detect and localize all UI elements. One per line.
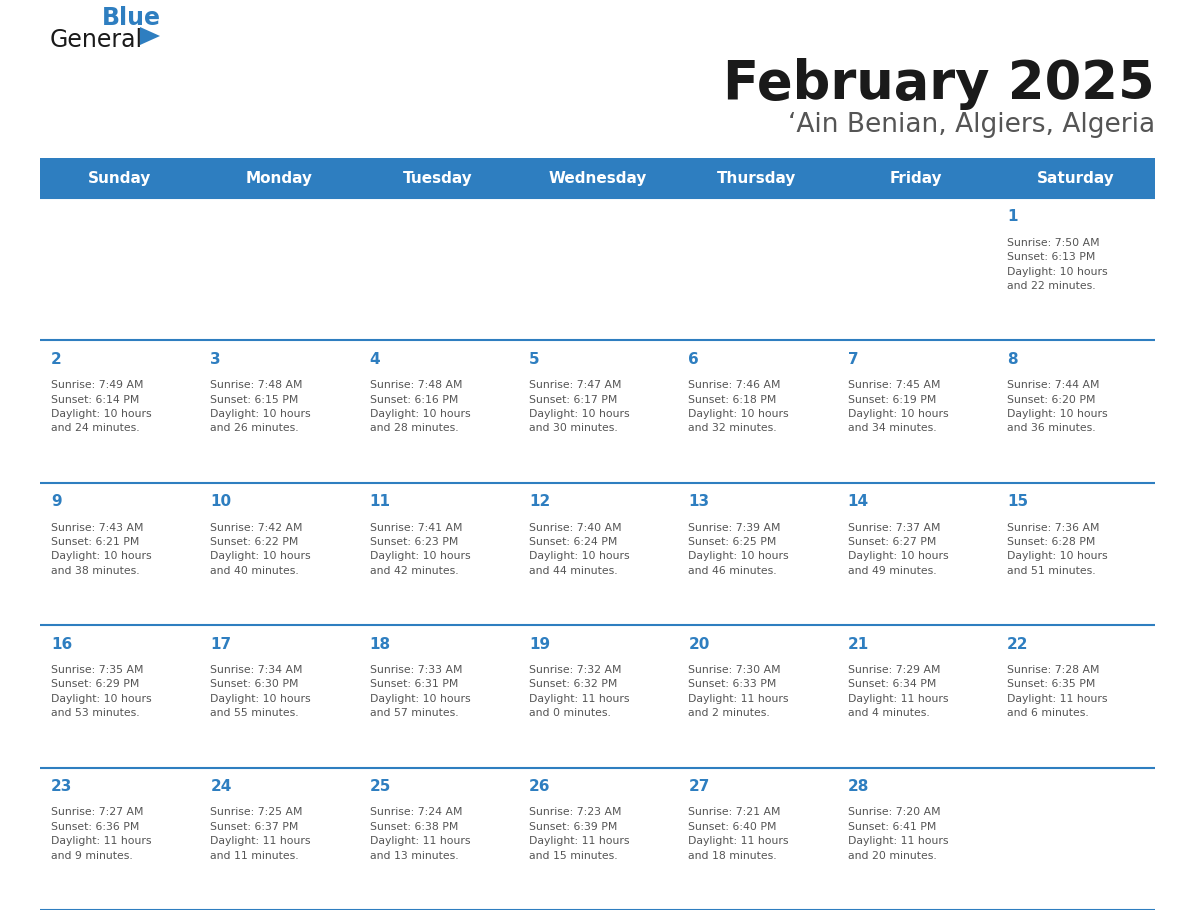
Text: Tuesday: Tuesday xyxy=(404,171,473,185)
Text: 27: 27 xyxy=(688,779,709,794)
Text: 24: 24 xyxy=(210,779,232,794)
Text: Sunrise: 7:41 AM
Sunset: 6:23 PM
Daylight: 10 hours
and 42 minutes.: Sunrise: 7:41 AM Sunset: 6:23 PM Dayligh… xyxy=(369,522,470,576)
Text: Sunrise: 7:48 AM
Sunset: 6:15 PM
Daylight: 10 hours
and 26 minutes.: Sunrise: 7:48 AM Sunset: 6:15 PM Dayligh… xyxy=(210,380,311,433)
Text: 26: 26 xyxy=(529,779,550,794)
Text: Sunrise: 7:36 AM
Sunset: 6:28 PM
Daylight: 10 hours
and 51 minutes.: Sunrise: 7:36 AM Sunset: 6:28 PM Dayligh… xyxy=(1007,522,1107,576)
Text: Thursday: Thursday xyxy=(718,171,796,185)
Text: Sunrise: 7:24 AM
Sunset: 6:38 PM
Daylight: 11 hours
and 13 minutes.: Sunrise: 7:24 AM Sunset: 6:38 PM Dayligh… xyxy=(369,808,470,861)
Text: Sunrise: 7:45 AM
Sunset: 6:19 PM
Daylight: 10 hours
and 34 minutes.: Sunrise: 7:45 AM Sunset: 6:19 PM Dayligh… xyxy=(847,380,948,433)
Text: 2: 2 xyxy=(51,352,62,367)
Text: Sunrise: 7:30 AM
Sunset: 6:33 PM
Daylight: 11 hours
and 2 minutes.: Sunrise: 7:30 AM Sunset: 6:33 PM Dayligh… xyxy=(688,665,789,718)
Text: Sunrise: 7:28 AM
Sunset: 6:35 PM
Daylight: 11 hours
and 6 minutes.: Sunrise: 7:28 AM Sunset: 6:35 PM Dayligh… xyxy=(1007,665,1107,718)
Text: 4: 4 xyxy=(369,352,380,367)
Text: Sunrise: 7:23 AM
Sunset: 6:39 PM
Daylight: 11 hours
and 15 minutes.: Sunrise: 7:23 AM Sunset: 6:39 PM Dayligh… xyxy=(529,808,630,861)
Text: 19: 19 xyxy=(529,636,550,652)
Text: 18: 18 xyxy=(369,636,391,652)
Text: Sunrise: 7:27 AM
Sunset: 6:36 PM
Daylight: 11 hours
and 9 minutes.: Sunrise: 7:27 AM Sunset: 6:36 PM Dayligh… xyxy=(51,808,152,861)
Text: 28: 28 xyxy=(847,779,868,794)
Text: Blue: Blue xyxy=(102,6,162,30)
Text: Wednesday: Wednesday xyxy=(549,171,646,185)
Text: 16: 16 xyxy=(51,636,72,652)
Text: 13: 13 xyxy=(688,494,709,509)
Text: 17: 17 xyxy=(210,636,232,652)
Text: 1: 1 xyxy=(1007,209,1017,224)
Text: 3: 3 xyxy=(210,352,221,367)
Text: 14: 14 xyxy=(847,494,868,509)
Text: Sunrise: 7:35 AM
Sunset: 6:29 PM
Daylight: 10 hours
and 53 minutes.: Sunrise: 7:35 AM Sunset: 6:29 PM Dayligh… xyxy=(51,665,152,718)
Text: Sunrise: 7:49 AM
Sunset: 6:14 PM
Daylight: 10 hours
and 24 minutes.: Sunrise: 7:49 AM Sunset: 6:14 PM Dayligh… xyxy=(51,380,152,433)
Text: 8: 8 xyxy=(1007,352,1017,367)
Text: Monday: Monday xyxy=(246,171,312,185)
Text: 5: 5 xyxy=(529,352,539,367)
Text: Sunrise: 7:47 AM
Sunset: 6:17 PM
Daylight: 10 hours
and 30 minutes.: Sunrise: 7:47 AM Sunset: 6:17 PM Dayligh… xyxy=(529,380,630,433)
Text: Sunrise: 7:46 AM
Sunset: 6:18 PM
Daylight: 10 hours
and 32 minutes.: Sunrise: 7:46 AM Sunset: 6:18 PM Dayligh… xyxy=(688,380,789,433)
Text: Sunrise: 7:44 AM
Sunset: 6:20 PM
Daylight: 10 hours
and 36 minutes.: Sunrise: 7:44 AM Sunset: 6:20 PM Dayligh… xyxy=(1007,380,1107,433)
Text: 22: 22 xyxy=(1007,636,1029,652)
Text: Sunrise: 7:20 AM
Sunset: 6:41 PM
Daylight: 11 hours
and 20 minutes.: Sunrise: 7:20 AM Sunset: 6:41 PM Dayligh… xyxy=(847,808,948,861)
Text: Sunrise: 7:21 AM
Sunset: 6:40 PM
Daylight: 11 hours
and 18 minutes.: Sunrise: 7:21 AM Sunset: 6:40 PM Dayligh… xyxy=(688,808,789,861)
Text: 12: 12 xyxy=(529,494,550,509)
Text: 9: 9 xyxy=(51,494,62,509)
Text: Sunrise: 7:48 AM
Sunset: 6:16 PM
Daylight: 10 hours
and 28 minutes.: Sunrise: 7:48 AM Sunset: 6:16 PM Dayligh… xyxy=(369,380,470,433)
Text: ‘Ain Benian, Algiers, Algeria: ‘Ain Benian, Algiers, Algeria xyxy=(788,112,1155,138)
Text: 6: 6 xyxy=(688,352,699,367)
Text: Sunrise: 7:39 AM
Sunset: 6:25 PM
Daylight: 10 hours
and 46 minutes.: Sunrise: 7:39 AM Sunset: 6:25 PM Dayligh… xyxy=(688,522,789,576)
Text: Sunrise: 7:32 AM
Sunset: 6:32 PM
Daylight: 11 hours
and 0 minutes.: Sunrise: 7:32 AM Sunset: 6:32 PM Dayligh… xyxy=(529,665,630,718)
Text: Saturday: Saturday xyxy=(1036,171,1114,185)
Text: 20: 20 xyxy=(688,636,709,652)
Text: Sunrise: 7:37 AM
Sunset: 6:27 PM
Daylight: 10 hours
and 49 minutes.: Sunrise: 7:37 AM Sunset: 6:27 PM Dayligh… xyxy=(847,522,948,576)
Text: 10: 10 xyxy=(210,494,232,509)
Text: Friday: Friday xyxy=(890,171,942,185)
Text: Sunday: Sunday xyxy=(88,171,151,185)
Text: Sunrise: 7:50 AM
Sunset: 6:13 PM
Daylight: 10 hours
and 22 minutes.: Sunrise: 7:50 AM Sunset: 6:13 PM Dayligh… xyxy=(1007,238,1107,291)
Text: Sunrise: 7:34 AM
Sunset: 6:30 PM
Daylight: 10 hours
and 55 minutes.: Sunrise: 7:34 AM Sunset: 6:30 PM Dayligh… xyxy=(210,665,311,718)
Text: 25: 25 xyxy=(369,779,391,794)
Text: 23: 23 xyxy=(51,779,72,794)
Polygon shape xyxy=(140,27,160,45)
Text: February 2025: February 2025 xyxy=(723,58,1155,110)
Text: Sunrise: 7:25 AM
Sunset: 6:37 PM
Daylight: 11 hours
and 11 minutes.: Sunrise: 7:25 AM Sunset: 6:37 PM Dayligh… xyxy=(210,808,311,861)
Text: Sunrise: 7:40 AM
Sunset: 6:24 PM
Daylight: 10 hours
and 44 minutes.: Sunrise: 7:40 AM Sunset: 6:24 PM Dayligh… xyxy=(529,522,630,576)
Text: Sunrise: 7:33 AM
Sunset: 6:31 PM
Daylight: 10 hours
and 57 minutes.: Sunrise: 7:33 AM Sunset: 6:31 PM Dayligh… xyxy=(369,665,470,718)
Text: 21: 21 xyxy=(847,636,868,652)
Text: General: General xyxy=(50,28,143,52)
Text: 11: 11 xyxy=(369,494,391,509)
Text: Sunrise: 7:42 AM
Sunset: 6:22 PM
Daylight: 10 hours
and 40 minutes.: Sunrise: 7:42 AM Sunset: 6:22 PM Dayligh… xyxy=(210,522,311,576)
Text: 15: 15 xyxy=(1007,494,1028,509)
Text: 7: 7 xyxy=(847,352,858,367)
Text: Sunrise: 7:43 AM
Sunset: 6:21 PM
Daylight: 10 hours
and 38 minutes.: Sunrise: 7:43 AM Sunset: 6:21 PM Dayligh… xyxy=(51,522,152,576)
Text: Sunrise: 7:29 AM
Sunset: 6:34 PM
Daylight: 11 hours
and 4 minutes.: Sunrise: 7:29 AM Sunset: 6:34 PM Dayligh… xyxy=(847,665,948,718)
